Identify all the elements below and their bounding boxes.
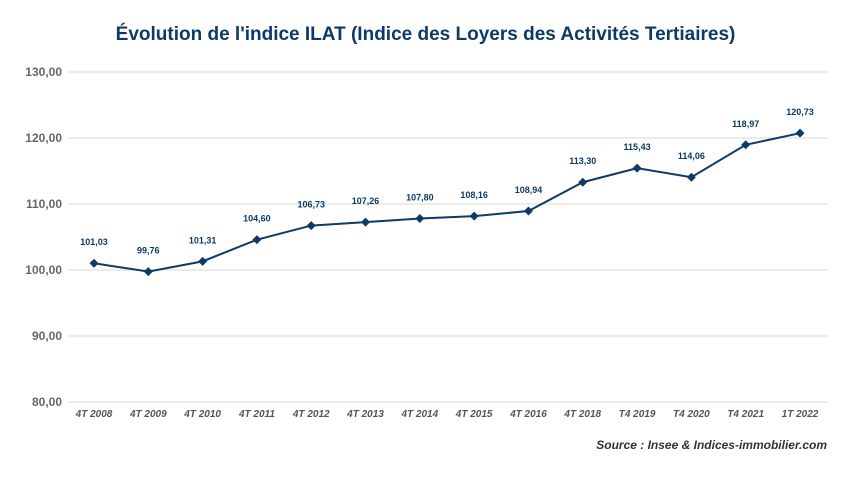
x-tick-label: T4 2021 [727, 409, 764, 420]
data-label: 113,30 [569, 156, 596, 166]
data-point-marker [415, 214, 425, 224]
data-label: 114,06 [678, 151, 705, 161]
data-point-marker [686, 172, 696, 182]
x-tick-label: 4T 2018 [563, 409, 601, 420]
x-tick-label: 4T 2013 [346, 409, 384, 420]
y-tick-label: 90,00 [32, 329, 62, 343]
chart-title: Évolution de l'indice ILAT (Indice des L… [115, 24, 736, 45]
data-label: 106,73 [297, 200, 325, 210]
data-labels: 101,03 99,76 101,31 104,60 106,73 107,26 107,8… [80, 107, 814, 255]
data-markers [89, 128, 805, 277]
source-note: Source : Insee & Indices-immobilier.com [596, 438, 827, 452]
x-tick-label: 1T 2022 [782, 409, 819, 420]
data-point-marker [632, 163, 642, 173]
data-label: 120,73 [786, 107, 814, 117]
data-label: 99,76 [137, 246, 160, 256]
data-point-marker [523, 206, 533, 216]
data-label: 101,03 [80, 237, 108, 247]
data-label: 108,94 [515, 185, 543, 195]
data-point-marker [578, 177, 588, 187]
y-tick-label: 120,00 [25, 131, 62, 145]
x-tick-label: 4T 2014 [400, 409, 438, 420]
y-tick-label: 100,00 [25, 263, 62, 277]
data-label: 101,31 [189, 235, 217, 245]
data-point-marker [795, 128, 805, 138]
y-tick-label: 130,00 [25, 65, 62, 79]
data-label: 118,97 [732, 119, 759, 129]
x-tick-label: 4T 2010 [183, 409, 221, 420]
data-point-marker [89, 258, 99, 268]
x-tick-label: 4T 2016 [509, 409, 547, 420]
x-tick-label: 4T 2015 [455, 409, 493, 420]
data-point-marker [252, 235, 262, 245]
data-label: 115,43 [624, 142, 651, 152]
x-axis-ticks: 4T 2008 4T 2009 4T 2010 4T 2011 4T 2012 4T 20… [75, 409, 819, 420]
x-tick-label: 4T 2011 [238, 409, 275, 420]
data-point-marker [198, 256, 208, 266]
data-point-marker [741, 140, 751, 150]
x-tick-label: 4T 2012 [292, 409, 330, 420]
data-point-marker [361, 217, 371, 227]
series-line [93, 132, 801, 273]
data-point-marker [306, 221, 316, 231]
x-tick-label: T4 2020 [673, 409, 710, 420]
data-label: 108,16 [460, 190, 488, 200]
y-tick-label: 80,00 [32, 395, 62, 409]
x-tick-label: 4T 2009 [129, 409, 167, 420]
y-tick-label: 110,00 [26, 197, 62, 211]
x-tick-label: 4T 2008 [75, 409, 113, 420]
data-label: 107,80 [406, 193, 434, 203]
data-label: 107,26 [352, 196, 380, 206]
gridlines [68, 71, 828, 403]
data-point-marker [143, 267, 153, 277]
data-point-marker [469, 211, 479, 221]
x-tick-label: T4 2019 [619, 409, 656, 420]
data-label: 104,60 [243, 214, 271, 224]
y-axis-ticks: 80,00 90,00 100,00 110,00 120,00 130,00 [25, 65, 62, 409]
